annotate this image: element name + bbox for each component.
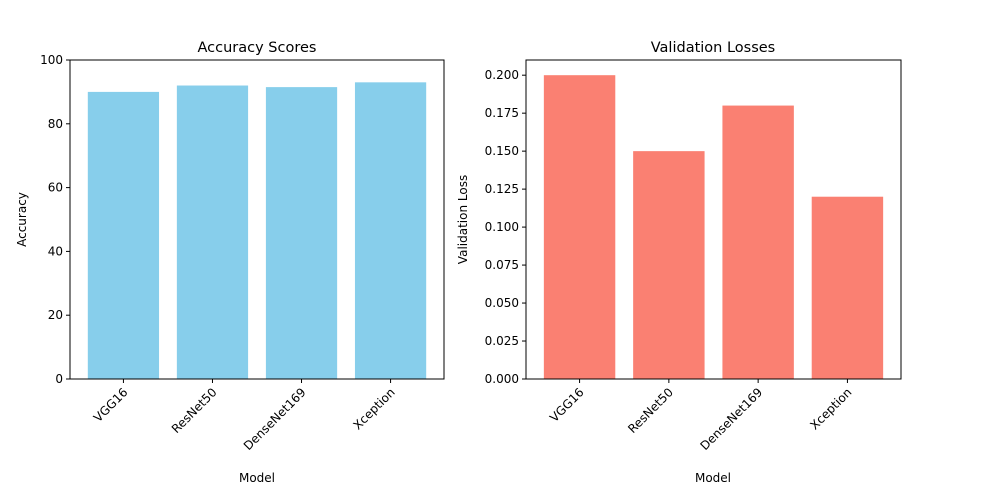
- x-tick-label: Xception: [350, 385, 397, 432]
- bar-vgg16: [87, 91, 160, 380]
- plot-frame: [525, 59, 902, 380]
- y-tick-label: 0.125: [485, 182, 519, 196]
- accuracy-chart: Accuracy Scores 0 20 40 60 80 100 VGG16 ResNet…: [15, 40, 445, 485]
- y-tick-label: 0: [55, 372, 63, 386]
- bar-group: [87, 82, 427, 380]
- bar-group: [543, 75, 884, 380]
- x-tick-label: ResNet50: [169, 385, 220, 436]
- x-axis-label: Model: [239, 471, 275, 485]
- plot-frame: [69, 59, 445, 380]
- y-axis: 0.000 0.025 0.050 0.075 0.100 0.125 0.150 0.175…: [485, 68, 526, 386]
- x-tick-label: DenseNet169: [697, 385, 765, 453]
- x-tick-label: VGG16: [547, 385, 587, 425]
- x-tick-label: ResNet50: [625, 385, 676, 436]
- x-tick-label: DenseNet169: [241, 385, 309, 453]
- y-tick-label: 60: [48, 181, 63, 195]
- bar-xception: [811, 196, 884, 379]
- y-tick-label: 0.075: [485, 258, 519, 272]
- bar-resnet50: [633, 151, 705, 379]
- y-tick-label: 0.100: [485, 220, 519, 234]
- y-tick-label: 0.150: [485, 144, 519, 158]
- y-tick-label: 0.000: [485, 372, 519, 386]
- bar-resnet50: [176, 85, 249, 380]
- y-tick-label: 80: [48, 117, 63, 131]
- x-axis: VGG16 ResNet50 DenseNet169 Xception: [91, 379, 398, 453]
- y-tick-label: 20: [48, 308, 63, 322]
- bar-xception: [354, 82, 427, 379]
- y-tick-label: 0.200: [485, 68, 519, 82]
- bar-vgg16: [543, 75, 616, 379]
- y-axis: 0 20 40 60 80 100: [40, 53, 70, 386]
- y-tick-label: 100: [40, 53, 63, 67]
- x-axis-label: Model: [695, 471, 731, 485]
- x-tick-label: Xception: [807, 385, 854, 432]
- x-axis: VGG16 ResNet50 DenseNet169 Xception: [547, 379, 855, 453]
- bar-densenet169: [722, 105, 794, 380]
- bar-densenet169: [265, 87, 338, 380]
- y-tick-label: 0.025: [485, 334, 519, 348]
- y-axis-label: Validation Loss: [456, 175, 470, 264]
- y-tick-label: 40: [48, 244, 63, 258]
- x-tick-label: VGG16: [91, 385, 131, 425]
- y-axis-label: Accuracy: [15, 192, 29, 247]
- chart-title: Accuracy Scores: [198, 40, 317, 56]
- chart-title: Validation Losses: [651, 40, 776, 56]
- validation-loss-chart: Validation Losses 0.0000.0250.0500.0750.…: [456, 40, 902, 485]
- y-tick-label: 0.050: [485, 296, 519, 310]
- y-tick-label: 0.175: [485, 106, 519, 120]
